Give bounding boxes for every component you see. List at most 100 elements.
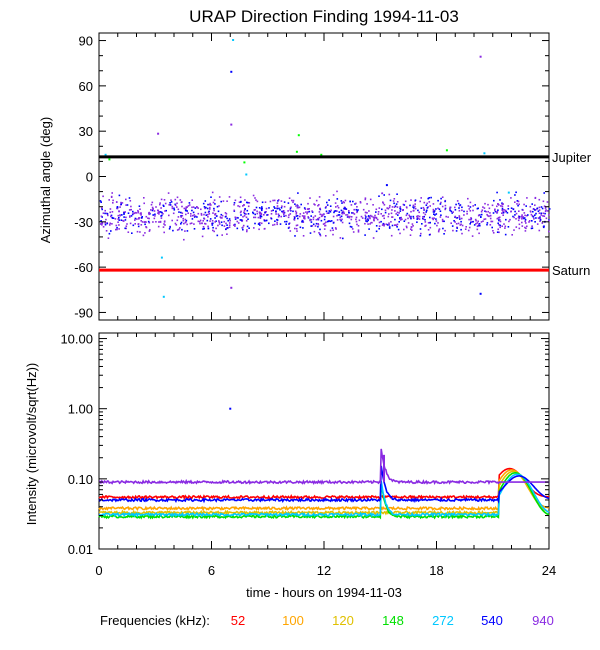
azimuth-point (504, 227, 506, 229)
azimuth-point (469, 201, 472, 204)
azimuth-point (471, 235, 474, 237)
intensity-outlier-point (229, 407, 232, 410)
azimuth-point (364, 198, 367, 201)
azimuth-point (328, 212, 330, 214)
azimuth-point (246, 201, 249, 204)
azimuth-point (239, 211, 242, 214)
azimuth-point (531, 203, 533, 205)
azimuth-point (105, 230, 108, 232)
azimuth-point (372, 204, 374, 206)
azimuth-point (102, 212, 105, 214)
azimuth-point (289, 207, 292, 209)
azimuth-point (191, 218, 194, 220)
azimuth-point (457, 202, 460, 205)
azimuth-point (443, 220, 445, 223)
azimuth-point (197, 220, 200, 223)
azimuth-point (523, 212, 526, 214)
azimuth-point (278, 214, 280, 217)
azimuth-point (378, 207, 381, 209)
azimuth-point (450, 210, 453, 213)
azimuth-point (184, 230, 186, 232)
azimuth-point (432, 218, 434, 221)
azimuth-point (242, 215, 244, 218)
azimuth-point (405, 214, 408, 217)
azimuth-point (406, 226, 408, 229)
azimuth-point (160, 207, 162, 209)
azimuth-point (301, 221, 303, 223)
azimuth-point (276, 223, 278, 226)
azimuth-point (273, 223, 276, 226)
azimuth-point (217, 210, 220, 213)
azimuth-point (493, 199, 495, 202)
azimuth-point (237, 222, 240, 224)
azimuth-point (297, 217, 299, 220)
azimuth-point (112, 217, 114, 219)
azimuth-point (313, 203, 315, 205)
azimuth-point (180, 215, 182, 217)
x-tick-label: 18 (429, 563, 443, 578)
azimuth-point (236, 227, 239, 230)
azimuth-point (469, 223, 471, 225)
azimuth-point (213, 207, 215, 210)
azimuth-point (325, 206, 327, 208)
azimuth-outlier-point (320, 153, 323, 156)
reference-label-jupiter: Jupiter (552, 150, 592, 165)
azimuth-point (356, 210, 359, 212)
azimuth-point (116, 228, 118, 231)
azimuth-point (499, 199, 501, 201)
azimuth-point (134, 219, 136, 221)
azimuth-outlier-point (230, 286, 233, 289)
azimuth-point (213, 230, 215, 233)
azimuth-point (350, 218, 353, 221)
azimuth-point (266, 214, 268, 216)
azimuth-point (214, 203, 216, 205)
azimuth-point (483, 218, 485, 221)
azimuth-point (343, 212, 345, 215)
azimuth-point (163, 231, 165, 234)
azimuth-point (298, 206, 301, 209)
azimuth-point (165, 209, 167, 212)
azimuth-point (538, 198, 541, 201)
azimuth-point (324, 224, 327, 227)
azimuth-point (348, 222, 351, 225)
azimuth-point (388, 224, 390, 226)
legend-entry-52khz: 52 (231, 613, 245, 628)
azimuth-point (170, 199, 172, 201)
azimuth-point (185, 221, 187, 223)
azimuth-point (151, 201, 154, 204)
azimuth-point (225, 213, 228, 215)
azimuth-point (548, 214, 550, 216)
azimuth-point (187, 205, 190, 207)
azimuth-point (178, 211, 180, 213)
azimuth-point (395, 213, 397, 215)
azimuth-point (530, 227, 533, 230)
azimuth-point (440, 197, 442, 200)
azimuth-point (243, 209, 246, 212)
azimuth-point (497, 203, 499, 205)
azimuth-point (125, 227, 127, 230)
azimuth-point (455, 217, 458, 219)
azimuth-point (223, 220, 225, 223)
azimuth-point (338, 214, 341, 216)
azimuth-point (489, 212, 491, 214)
azimuth-point (336, 190, 338, 193)
azimuth-point (258, 228, 260, 231)
azimuth-point (482, 220, 484, 222)
azimuth-point (259, 222, 261, 224)
azimuth-point (181, 201, 183, 203)
azimuth-point (336, 198, 339, 200)
top-y-tick-label: 90 (79, 34, 93, 49)
azimuth-point (340, 209, 343, 212)
azimuth-point (375, 225, 378, 227)
azimuth-point (228, 218, 231, 220)
azimuth-point (517, 216, 520, 219)
azimuth-point (167, 192, 170, 194)
azimuth-outlier-point (295, 150, 298, 153)
azimuth-point (425, 204, 428, 206)
azimuth-point (355, 208, 358, 211)
azimuth-point (301, 215, 304, 217)
azimuth-point (429, 226, 432, 229)
azimuth-point (364, 214, 367, 217)
azimuth-point (294, 227, 296, 230)
azimuth-point (380, 213, 382, 215)
